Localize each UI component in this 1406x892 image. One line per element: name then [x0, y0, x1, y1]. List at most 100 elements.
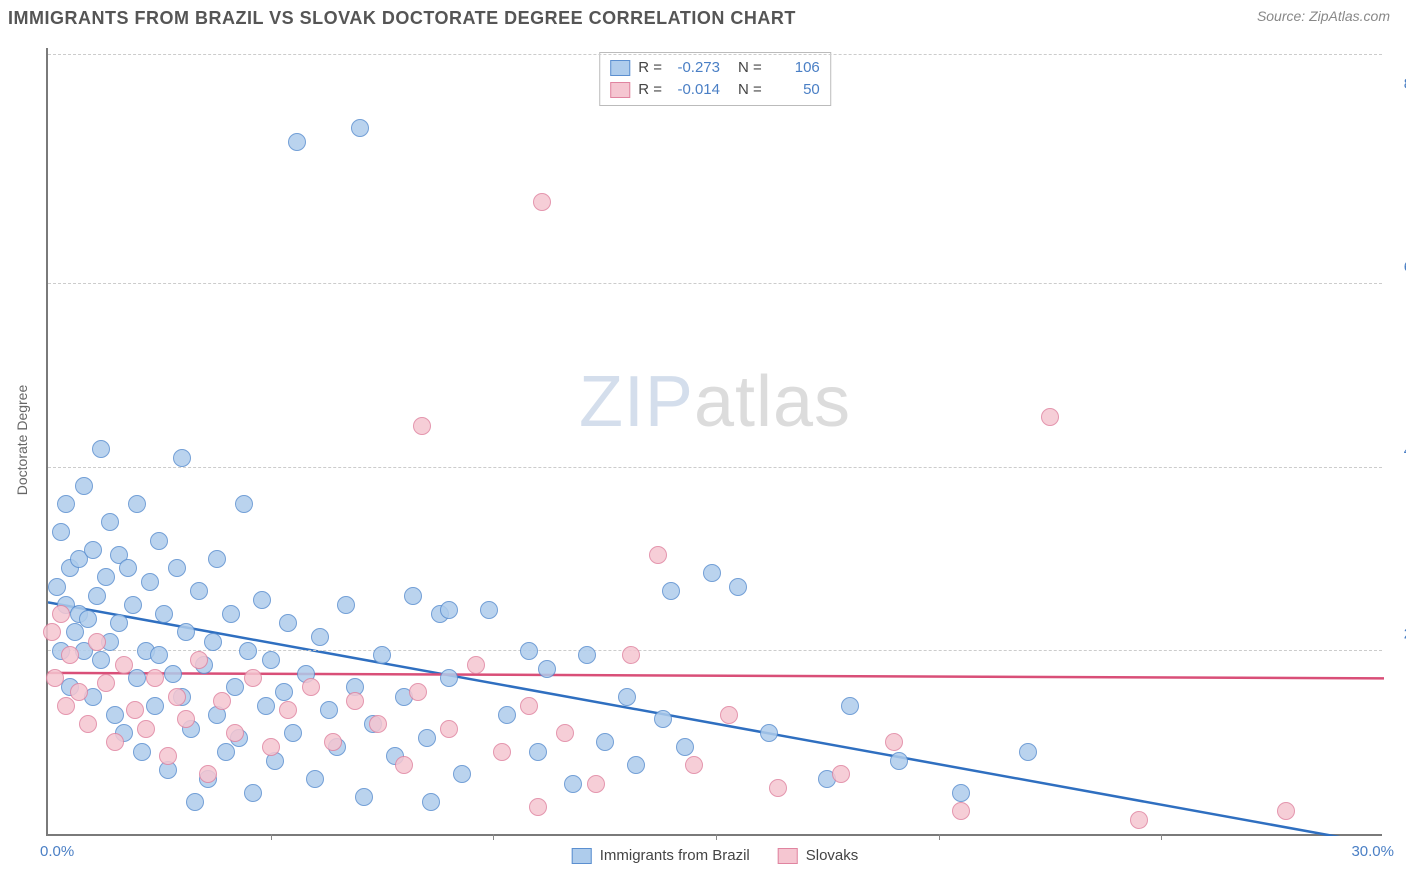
data-point-slovaks: [952, 802, 970, 820]
data-point-brazil: [729, 578, 747, 596]
legend-row-brazil: R = -0.273 N = 106: [610, 57, 820, 79]
data-point-brazil: [1019, 743, 1037, 761]
data-point-slovaks: [226, 724, 244, 742]
data-point-brazil: [662, 582, 680, 600]
data-point-brazil: [222, 605, 240, 623]
data-point-slovaks: [529, 798, 547, 816]
data-point-slovaks: [556, 724, 574, 742]
data-point-brazil: [177, 623, 195, 641]
data-point-slovaks: [244, 669, 262, 687]
swatch-slovaks: [610, 82, 630, 98]
swatch-slovaks: [778, 848, 798, 864]
data-point-brazil: [88, 587, 106, 605]
plot-region: ZIPatlas R = -0.273 N = 106 R = -0.014 N…: [46, 48, 1382, 836]
data-point-brazil: [168, 559, 186, 577]
data-point-brazil: [275, 683, 293, 701]
data-point-brazil: [208, 550, 226, 568]
data-point-brazil: [128, 495, 146, 513]
data-point-slovaks: [720, 706, 738, 724]
data-point-brazil: [703, 564, 721, 582]
legend-item-slovaks: Slovaks: [778, 847, 859, 864]
data-point-brazil: [155, 605, 173, 623]
data-point-brazil: [150, 646, 168, 664]
legend-label-slovaks: Slovaks: [806, 847, 859, 864]
data-point-brazil: [101, 513, 119, 531]
data-point-brazil: [498, 706, 516, 724]
x-tick-mark: [271, 834, 272, 840]
data-point-slovaks: [832, 765, 850, 783]
data-point-brazil: [217, 743, 235, 761]
data-point-brazil: [578, 646, 596, 664]
data-point-brazil: [404, 587, 422, 605]
data-point-brazil: [52, 523, 70, 541]
data-point-brazil: [890, 752, 908, 770]
data-point-slovaks: [302, 678, 320, 696]
data-point-slovaks: [126, 701, 144, 719]
data-point-brazil: [235, 495, 253, 513]
data-point-brazil: [244, 784, 262, 802]
data-point-brazil: [150, 532, 168, 550]
data-point-slovaks: [279, 701, 297, 719]
data-point-slovaks: [649, 546, 667, 564]
data-point-brazil: [97, 568, 115, 586]
watermark-thin: atlas: [694, 362, 851, 442]
source-value: ZipAtlas.com: [1309, 8, 1390, 24]
data-point-slovaks: [395, 756, 413, 774]
data-point-slovaks: [97, 674, 115, 692]
data-point-slovaks: [79, 715, 97, 733]
data-point-brazil: [351, 119, 369, 137]
series-legend: Immigrants from Brazil Slovaks: [572, 847, 859, 864]
trend-lines: [48, 48, 1384, 836]
data-point-brazil: [841, 697, 859, 715]
data-point-slovaks: [159, 747, 177, 765]
source-label: Source:: [1257, 8, 1305, 24]
data-point-brazil: [128, 669, 146, 687]
data-point-brazil: [288, 133, 306, 151]
data-point-brazil: [146, 697, 164, 715]
data-point-slovaks: [52, 605, 70, 623]
data-point-slovaks: [409, 683, 427, 701]
data-point-slovaks: [1041, 408, 1059, 426]
legend-item-brazil: Immigrants from Brazil: [572, 847, 750, 864]
watermark: ZIPatlas: [579, 361, 851, 443]
data-point-slovaks: [115, 656, 133, 674]
gridline: [48, 283, 1382, 284]
data-point-brazil: [538, 660, 556, 678]
data-point-brazil: [75, 477, 93, 495]
data-point-brazil: [106, 706, 124, 724]
correlation-legend: R = -0.273 N = 106 R = -0.014 N = 50: [599, 52, 831, 106]
data-point-slovaks: [587, 775, 605, 793]
data-point-brazil: [226, 678, 244, 696]
data-point-brazil: [48, 578, 66, 596]
data-point-brazil: [529, 743, 547, 761]
data-point-slovaks: [213, 692, 231, 710]
data-point-brazil: [760, 724, 778, 742]
data-point-slovaks: [199, 765, 217, 783]
swatch-brazil: [572, 848, 592, 864]
data-point-slovaks: [57, 697, 75, 715]
data-point-brazil: [190, 582, 208, 600]
y-axis-label: Doctorate Degree: [14, 385, 30, 496]
data-point-slovaks: [61, 646, 79, 664]
data-point-brazil: [627, 756, 645, 774]
data-point-brazil: [164, 665, 182, 683]
data-point-brazil: [306, 770, 324, 788]
data-point-brazil: [66, 623, 84, 641]
data-point-slovaks: [346, 692, 364, 710]
data-point-brazil: [952, 784, 970, 802]
watermark-bold: ZIP: [579, 362, 694, 442]
legend-r-label: R =: [638, 79, 662, 101]
data-point-slovaks: [46, 669, 64, 687]
chart-area: ZIPatlas R = -0.273 N = 106 R = -0.014 N…: [46, 48, 1382, 836]
data-point-brazil: [92, 651, 110, 669]
data-point-brazil: [141, 573, 159, 591]
data-point-brazil: [440, 601, 458, 619]
swatch-brazil: [610, 60, 630, 76]
data-point-slovaks: [106, 733, 124, 751]
data-point-slovaks: [685, 756, 703, 774]
data-point-brazil: [337, 596, 355, 614]
data-point-brazil: [119, 559, 137, 577]
data-point-brazil: [253, 591, 271, 609]
data-point-slovaks: [88, 633, 106, 651]
data-point-slovaks: [324, 733, 342, 751]
